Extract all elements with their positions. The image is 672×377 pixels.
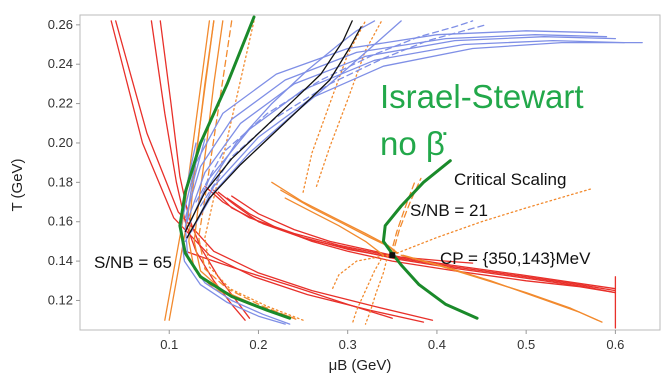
- sb-21-label: S/NB = 21: [410, 201, 488, 220]
- series-line-green-44: [381, 159, 479, 320]
- series-line-red-0: [115, 20, 434, 321]
- series-line-red-2: [150, 20, 246, 321]
- series-line-blue-32: [188, 39, 625, 227]
- series-line-orange-16: [164, 20, 211, 321]
- series-line-red-9: [231, 195, 474, 264]
- plot-border: [79, 14, 661, 331]
- x-tick-label: 0.1: [160, 337, 178, 352]
- series-line-blue-36: [199, 24, 487, 207]
- y-tick-label: 0.24: [48, 56, 73, 71]
- series-line-orange-14: [204, 20, 304, 321]
- critical-scaling-label: Critical Scaling: [454, 170, 566, 189]
- series-line-blue-35: [195, 20, 474, 203]
- y-tick-label: 0.12: [48, 292, 73, 307]
- x-axis-label: μB (GeV): [329, 357, 392, 374]
- series-line-black-41: [184, 20, 353, 233]
- series-line-blue-31: [184, 34, 608, 219]
- x-tick-label: 0.6: [606, 337, 624, 352]
- title-line-2: no β̇: [380, 125, 447, 162]
- series-line-red-6: [226, 197, 617, 294]
- y-axis-label: T (GeV): [9, 158, 26, 211]
- x-tick-label: 0.2: [249, 337, 267, 352]
- plot-frame: [79, 14, 661, 331]
- series-line-orange-27: [284, 197, 385, 256]
- sb-65-label: S/NB = 65: [94, 253, 172, 272]
- y-tick-label: 0.20: [48, 135, 73, 150]
- y-tick-label: 0.16: [48, 214, 73, 229]
- y-tick-label: 0.26: [48, 17, 73, 32]
- series-line-red-10: [184, 250, 393, 319]
- series-line-orange-26: [391, 177, 422, 256]
- y-tick-label: 0.22: [48, 96, 73, 111]
- series-line-blue-30: [186, 36, 617, 223]
- series-line-orange-28: [302, 20, 367, 193]
- series-line-blue-33: [190, 41, 643, 233]
- critical-point-marker: [389, 252, 396, 259]
- series-line-green-43: [178, 15, 292, 320]
- series-line-red-7: [213, 189, 617, 294]
- x-tick-label: 0.5: [517, 337, 535, 352]
- ticks-layer: 0.1 0.2 0.3 0.4 0.5 0.6 0.12 0.14 0.16 0.18 0.20 0.…: [48, 17, 625, 352]
- series-line-orange-24: [396, 187, 594, 254]
- series-line-orange-18: [280, 189, 399, 254]
- series-line-orange-22: [364, 254, 389, 325]
- y-tick-label: 0.14: [48, 253, 73, 268]
- series-line-orange-20: [402, 254, 603, 323]
- series-line-orange-23: [331, 254, 389, 290]
- x-tick-label: 0.3: [339, 337, 357, 352]
- series-line-black-42: [186, 26, 362, 239]
- series-line-orange-29: [315, 20, 383, 187]
- title-line-1: Israel-Stewart: [380, 78, 584, 115]
- series-line-orange-25: [389, 181, 416, 256]
- x-tick-label: 0.4: [428, 337, 446, 352]
- series-layer: [110, 15, 643, 329]
- cp-label: CP = {350,143}MeV: [440, 249, 591, 268]
- y-tick-label: 0.18: [48, 174, 73, 189]
- series-line-blue-37: [204, 20, 376, 193]
